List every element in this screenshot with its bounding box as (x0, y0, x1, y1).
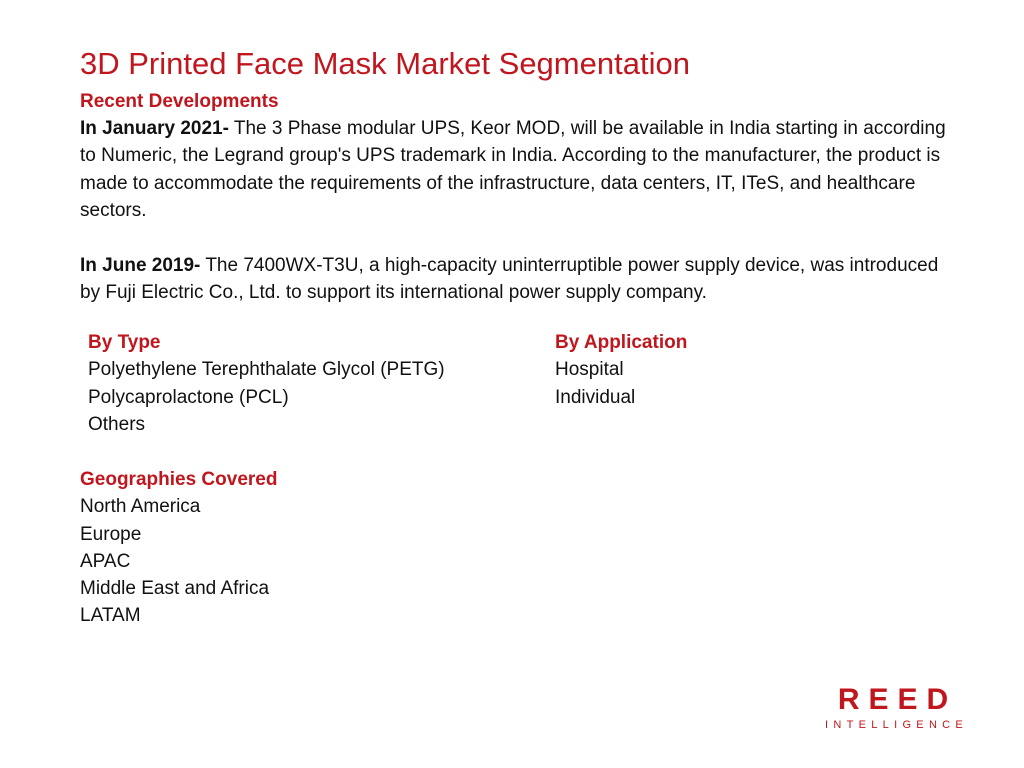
by-application-section: By Application Hospital Individual (555, 329, 855, 411)
list-item: Polyethylene Terephthalate Glycol (PETG) (88, 359, 445, 381)
by-type-section: By Type Polyethylene Terephthalate Glyco… (88, 329, 528, 438)
logo-tagline: INTELLIGENCE (825, 719, 969, 731)
development-item-june-2019: In June 2019- The 7400WX-T3U, a high-cap… (80, 252, 950, 307)
list-item: North America (80, 496, 201, 518)
reed-intelligence-logo: REED INTELLIGENCE (820, 683, 966, 733)
geographies-heading: Geographies Covered (80, 469, 278, 490)
development-date: In June 2019- (80, 255, 201, 276)
by-application-heading: By Application (555, 332, 688, 353)
list-item: Others (88, 413, 146, 435)
page-title: 3D Printed Face Mask Market Segmentation (80, 46, 690, 81)
development-date: In January 2021- (80, 118, 229, 139)
recent-developments-heading: Recent Developments (80, 91, 279, 112)
list-item: APAC (80, 550, 131, 572)
list-item: LATAM (80, 605, 141, 627)
logo-wordmark: REED (837, 683, 958, 716)
development-item-january-2021: In January 2021- The 3 Phase modular UPS… (80, 115, 950, 224)
development-text: The 7400WX-T3U, a high-capacity uninterr… (80, 255, 939, 304)
list-item: Europe (80, 523, 142, 545)
development-text: The 3 Phase modular UPS, Keor MOD, will … (80, 118, 946, 221)
list-item: Middle East and Africa (80, 578, 270, 600)
list-item: Individual (555, 386, 636, 408)
by-type-heading: By Type (88, 332, 161, 353)
geographies-section: Geographies Covered North America Europe… (80, 466, 480, 630)
list-item: Polycaprolactone (PCL) (88, 386, 289, 408)
list-item: Hospital (555, 359, 624, 381)
